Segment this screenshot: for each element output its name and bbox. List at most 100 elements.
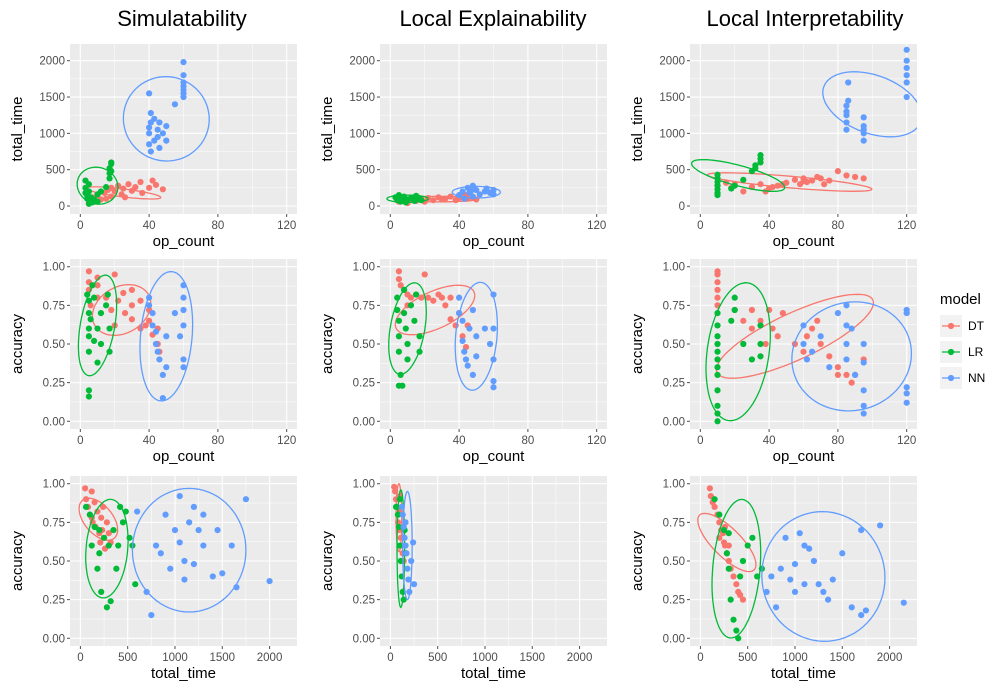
series-nn <box>398 490 418 601</box>
ellipse-lr <box>396 489 406 609</box>
point-lr <box>98 588 105 596</box>
point-dt <box>407 294 415 301</box>
point-nn <box>845 79 852 86</box>
point-dt <box>740 188 747 195</box>
point-dt <box>146 184 153 191</box>
point-lr <box>396 542 403 549</box>
y-tick-label: 0.25 <box>43 378 65 390</box>
point-lr <box>749 534 756 541</box>
panel-1-1: 0 40 80 120 0 500 1000 1500 2000 op_count total_ti… <box>9 44 297 250</box>
point-lr <box>714 348 721 355</box>
point-lr <box>728 317 735 324</box>
point-dt <box>447 294 454 301</box>
point-nn <box>180 306 187 314</box>
series-lr <box>705 282 771 425</box>
ellipse-nn <box>791 301 913 412</box>
point-nn <box>159 130 166 137</box>
point-dt <box>774 333 781 340</box>
y-axis-title: accuracy <box>319 530 336 591</box>
point-lr <box>711 496 718 503</box>
x-tick-label: 80 <box>831 435 844 447</box>
point-nn <box>154 133 161 141</box>
point-lr <box>110 526 117 534</box>
point-lr <box>119 519 127 526</box>
y-tick-label: 0.50 <box>353 556 375 568</box>
point-lr <box>90 294 98 301</box>
y-tick-label: 0.75 <box>353 517 375 529</box>
y-tick-label: 0.25 <box>663 595 685 607</box>
x-tick-label: 0 <box>697 435 703 447</box>
y-tick-label: 0.50 <box>353 339 375 351</box>
point-nn <box>806 545 813 552</box>
point-nn <box>820 588 827 596</box>
point-lr <box>395 317 403 324</box>
point-lr <box>407 302 415 309</box>
legend-label-lr: LR <box>968 345 984 359</box>
point-nn <box>176 333 184 340</box>
point-dt <box>391 483 398 490</box>
legend-entry-lr: LR <box>940 341 984 363</box>
point-nn <box>481 325 489 332</box>
point-lr <box>714 402 721 409</box>
point-nn <box>146 130 153 137</box>
plot-area <box>690 46 917 199</box>
ellipse-lr <box>711 498 762 639</box>
point-lr <box>103 184 110 191</box>
point-nn <box>903 72 910 79</box>
point-dt <box>860 175 867 182</box>
point-dt <box>442 195 449 202</box>
column-title-local-explainability: Local Explainability <box>399 6 586 31</box>
point-lr <box>103 604 110 611</box>
point-nn <box>843 356 850 363</box>
point-nn <box>490 377 497 385</box>
x-tick-label: 80 <box>521 220 534 232</box>
point-lr <box>113 565 120 572</box>
y-tick-label: 1.00 <box>43 479 65 491</box>
point-nn <box>149 309 156 317</box>
y-tick-label: 2000 <box>349 56 375 68</box>
y-axis-title: accuracy <box>319 313 336 374</box>
point-dt <box>821 181 828 188</box>
point-dt <box>459 333 466 340</box>
point-dt <box>817 340 824 348</box>
point-dt <box>817 175 824 182</box>
y-tick-label: 1.00 <box>663 479 685 491</box>
point-nn <box>149 322 156 329</box>
point-nn <box>473 186 480 194</box>
series-lr <box>386 192 429 206</box>
point-lr <box>85 333 93 340</box>
point-dt <box>128 286 136 294</box>
point-nn <box>858 611 865 619</box>
point-nn <box>152 328 160 335</box>
y-tick-label: 0.00 <box>663 633 685 645</box>
point-nn <box>180 294 187 301</box>
point-dt <box>425 294 432 301</box>
x-tick-label: 2000 <box>877 652 903 664</box>
x-tick-label: 120 <box>897 435 916 447</box>
point-nn <box>171 101 179 108</box>
point-lr <box>104 291 111 298</box>
point-dt <box>843 172 850 179</box>
y-tick-label: 1.00 <box>43 262 65 274</box>
series-lr <box>388 282 427 389</box>
point-lr <box>115 542 122 549</box>
ellipse-dt <box>78 497 119 541</box>
point-dt <box>711 503 718 511</box>
point-nn <box>862 607 870 614</box>
point-nn <box>796 530 803 537</box>
series-lr <box>690 152 786 199</box>
point-nn <box>848 604 855 611</box>
point-lr <box>757 152 764 159</box>
x-tick-label: 80 <box>831 220 844 232</box>
y-tick-label: 0.50 <box>663 556 685 568</box>
ellipse-nn <box>761 510 886 642</box>
point-lr <box>757 322 764 329</box>
point-nn <box>167 565 174 572</box>
point-lr <box>85 325 93 332</box>
point-nn <box>459 337 466 345</box>
point-dt <box>791 176 799 183</box>
y-tick-label: 2000 <box>659 56 685 68</box>
point-dt <box>803 333 811 340</box>
point-nn <box>860 402 867 409</box>
